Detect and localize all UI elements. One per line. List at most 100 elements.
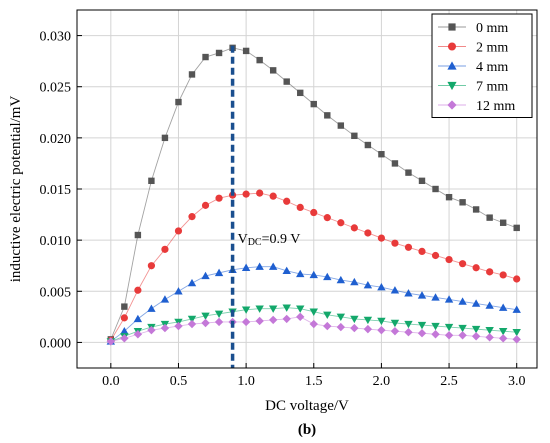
- data-point: [417, 291, 427, 299]
- y-tick-label: 0.010: [40, 234, 72, 249]
- data-point: [377, 234, 386, 242]
- data-point: [242, 190, 250, 198]
- data-point: [350, 277, 359, 286]
- data-point: [512, 335, 521, 344]
- data-point: [201, 271, 210, 280]
- legend-entry: 12 mm: [438, 99, 515, 114]
- x-tick-label: 2.0: [373, 374, 391, 389]
- data-point: [187, 319, 197, 329]
- data-point: [391, 160, 399, 167]
- data-point: [283, 197, 291, 205]
- data-point: [283, 78, 290, 85]
- data-point: [404, 289, 413, 297]
- data-point: [296, 203, 304, 212]
- figure-caption: (b): [298, 422, 316, 438]
- legend-entry: 7 mm: [438, 80, 508, 95]
- legend: 0 mm 2 mm 4 mm 7 mm 12 mm: [431, 13, 533, 118]
- data-point: [296, 312, 305, 322]
- data-point: [444, 323, 454, 332]
- series-4mm: [106, 262, 521, 345]
- data-point: [391, 239, 399, 247]
- data-point: [404, 243, 413, 251]
- data-point: [324, 112, 331, 119]
- data-point: [431, 322, 440, 331]
- data-point: [499, 271, 507, 279]
- data-point: [241, 317, 251, 327]
- data-point: [512, 329, 521, 337]
- legend-label: 4 mm: [476, 60, 508, 75]
- data-point: [202, 53, 209, 61]
- data-point: [417, 321, 427, 330]
- legend-label: 12 mm: [476, 99, 515, 114]
- data-point: [404, 328, 413, 337]
- legend-marker: [447, 61, 457, 70]
- data-point: [512, 305, 521, 313]
- x-tick-label: 1.5: [305, 374, 323, 389]
- data-point: [214, 317, 224, 327]
- data-point: [161, 134, 169, 142]
- data-point: [201, 318, 210, 328]
- data-point: [431, 293, 440, 301]
- x-tick-label: 2.5: [440, 374, 458, 389]
- data-point: [188, 213, 196, 221]
- data-point: [120, 334, 129, 343]
- data-point: [282, 266, 291, 275]
- legend-marker: [447, 100, 457, 110]
- data-point: [134, 286, 142, 294]
- data-point: [378, 151, 385, 158]
- annotation-label: VDC=0.9 V: [238, 232, 301, 248]
- series-12mm: [106, 312, 521, 346]
- data-point: [323, 214, 331, 222]
- data-point: [241, 263, 251, 271]
- data-point: [310, 208, 318, 217]
- data-point: [337, 219, 345, 227]
- data-point: [133, 314, 143, 323]
- data-point: [336, 322, 346, 332]
- data-point: [255, 316, 264, 326]
- x-tick-label: 3.0: [508, 374, 526, 389]
- data-point: [499, 219, 507, 226]
- data-point: [309, 270, 318, 279]
- legend-entry: 0 mm: [438, 21, 508, 36]
- x-axis-label: DC voltage/V: [265, 398, 349, 414]
- x-tick-label: 0.0: [102, 374, 120, 389]
- data-point: [390, 286, 400, 294]
- data-point: [296, 269, 305, 278]
- data-point: [282, 314, 291, 324]
- data-point: [445, 255, 453, 264]
- data-point: [282, 304, 291, 312]
- data-point: [160, 295, 170, 303]
- y-axis-label: inductive electric potential/mV: [8, 96, 24, 283]
- series-7mm: [106, 304, 521, 346]
- x-tick-label: 1.0: [237, 374, 255, 389]
- data-point: [309, 319, 318, 329]
- data-point: [255, 262, 264, 270]
- data-point: [174, 321, 183, 331]
- data-point: [513, 275, 521, 283]
- data-point: [337, 122, 345, 129]
- data-point: [458, 297, 467, 305]
- data-point: [485, 326, 494, 335]
- y-tick-label: 0.000: [40, 336, 72, 351]
- data-point: [147, 304, 156, 312]
- data-point: [187, 278, 197, 287]
- data-point: [336, 275, 346, 284]
- data-point: [486, 268, 494, 276]
- data-point: [269, 192, 277, 200]
- data-point: [134, 231, 142, 239]
- data-point: [471, 299, 481, 307]
- data-point: [458, 331, 467, 340]
- data-point: [214, 310, 224, 318]
- data-point: [106, 337, 116, 346]
- series-2mm: [107, 189, 521, 344]
- series-layer: [106, 44, 521, 346]
- data-point: [458, 324, 467, 333]
- y-tick-label: 0.005: [40, 285, 72, 300]
- data-point: [444, 295, 454, 303]
- data-point: [377, 317, 386, 326]
- y-tick-label: 0.030: [40, 30, 72, 45]
- legend-marker: [448, 42, 456, 51]
- y-tick-label: 0.020: [40, 132, 72, 147]
- data-point: [256, 189, 264, 197]
- data-point: [364, 229, 372, 237]
